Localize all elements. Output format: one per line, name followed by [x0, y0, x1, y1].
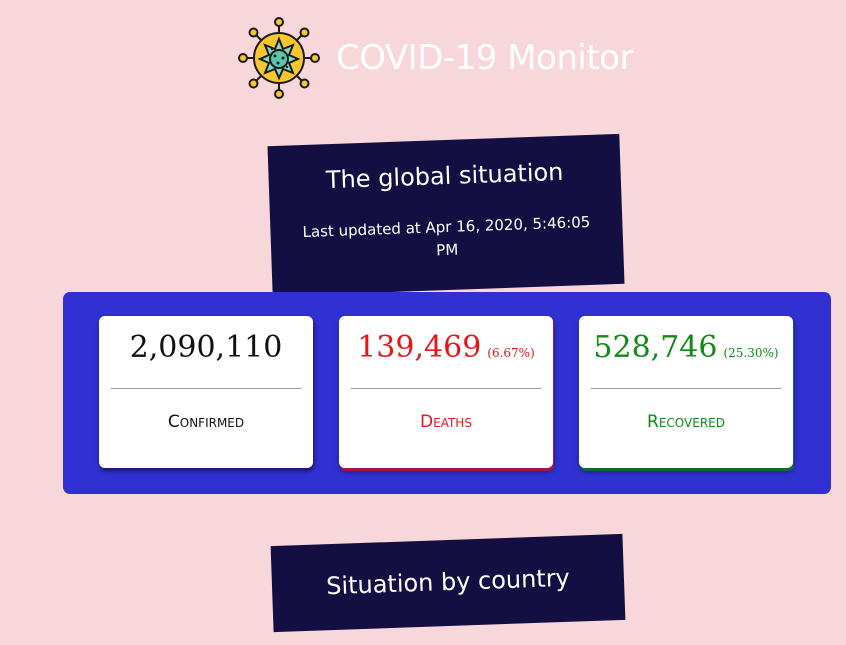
confirmed-value: 2,090,110	[129, 330, 283, 365]
confirmed-label: Confirmed	[167, 412, 245, 432]
deaths-value-row: 139,469 (6.67%)	[339, 330, 553, 365]
recovered-card: 528,746 (25.30%) Recovered	[579, 316, 793, 468]
recovered-divider	[591, 388, 781, 389]
deaths-card: 139,469 (6.67%) Deaths	[339, 316, 553, 468]
country-situation-banner: Situation by country	[270, 533, 626, 633]
confirmed-value-row: 2,090,110	[99, 330, 313, 365]
global-situation-title: The global situation	[325, 157, 564, 195]
confirmed-card: 2,090,110 Confirmed	[99, 316, 313, 468]
last-updated-text: Last updated at Apr 16, 2020, 5:46:05 PM	[302, 212, 591, 260]
deaths-label: Deaths	[420, 412, 472, 432]
global-situation-banner: The global situation Last updated at Apr…	[267, 133, 625, 297]
virus-icon	[238, 17, 320, 99]
recovered-label: Recovered	[647, 412, 725, 432]
recovered-percent: (25.30%)	[723, 346, 779, 360]
country-situation-title: Situation by country	[325, 563, 571, 601]
recovered-value-row: 528,746 (25.30%)	[579, 330, 793, 365]
deaths-divider	[351, 388, 541, 389]
app-title: COVID-19 Monitor	[336, 38, 633, 78]
confirmed-divider	[111, 388, 301, 389]
deaths-value: 139,469	[357, 330, 482, 365]
recovered-value: 528,746	[593, 330, 718, 365]
deaths-percent: (6.67%)	[487, 346, 535, 360]
app-header: COVID-19 Monitor	[238, 17, 633, 99]
stats-panel: 2,090,110 Confirmed 139,469 (6.67%) Death…	[63, 292, 831, 494]
